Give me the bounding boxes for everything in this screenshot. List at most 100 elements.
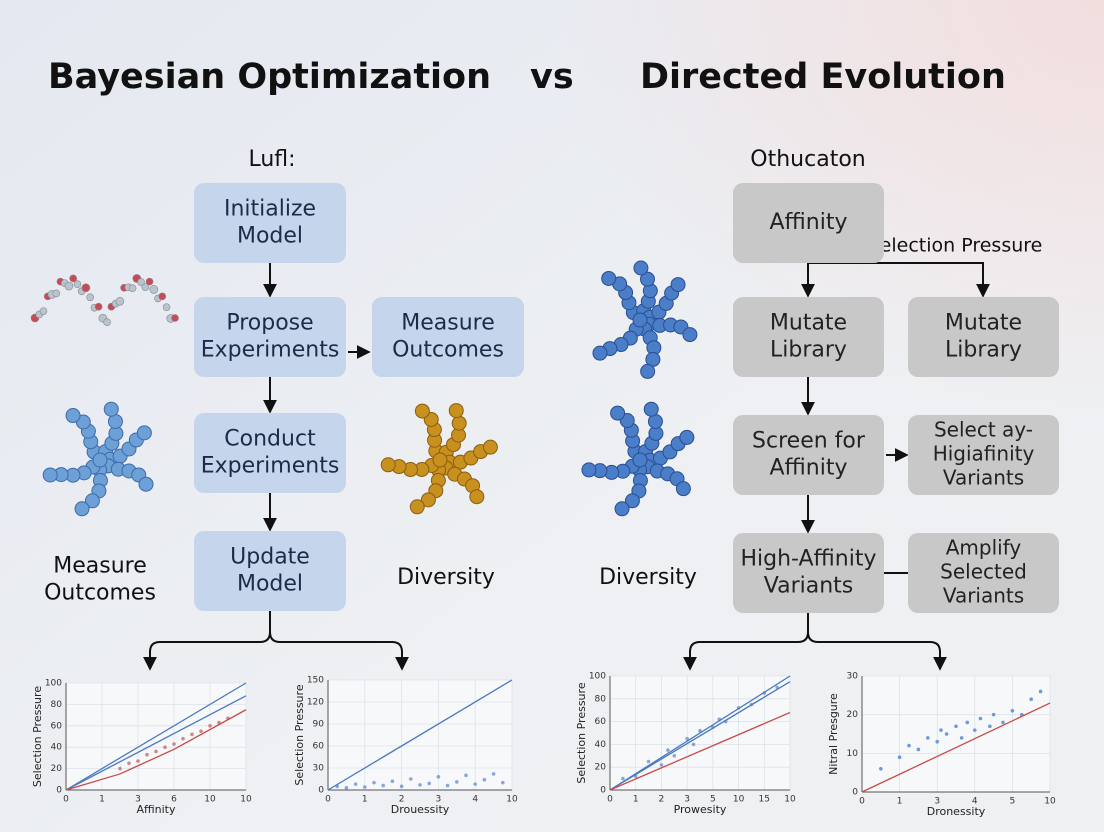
node-label: Variants: [943, 466, 1024, 490]
x-tick-label: 10: [784, 795, 796, 805]
y-tick-label: 0: [852, 788, 858, 798]
scatter-point: [935, 739, 939, 744]
node-label: Affinity: [769, 210, 847, 235]
node: [372, 297, 524, 377]
node-label: Initialize: [224, 197, 316, 222]
y-tick-label: 40: [595, 740, 607, 750]
atom: [414, 403, 430, 419]
scatter-point: [390, 779, 395, 783]
scatter-point: [501, 780, 505, 785]
scatter-point: [482, 777, 487, 782]
scatter-point: [409, 777, 413, 781]
node: [908, 297, 1059, 377]
scatter-point: [436, 775, 441, 779]
scatter-point: [473, 782, 478, 786]
scatter-point: [939, 728, 943, 732]
atom: [65, 408, 81, 424]
atom: [94, 302, 103, 311]
atom: [592, 345, 608, 361]
atom: [675, 481, 691, 497]
x-axis-label: Drouessity: [391, 803, 450, 816]
scatter-point: [978, 716, 983, 721]
arrow: [807, 631, 947, 671]
scatter-point: [691, 742, 696, 747]
atom: [42, 467, 58, 483]
atom: [610, 405, 626, 421]
y-axis-label: Nitral Presgure: [827, 693, 840, 775]
molecules: [30, 260, 698, 517]
y-tick-label: 60: [51, 721, 63, 731]
scatter-point: [965, 720, 970, 725]
x-tick-label: 10: [1044, 797, 1056, 807]
trend-line: [65, 682, 247, 791]
atom: [149, 285, 159, 294]
node-label: Experiments: [201, 338, 340, 363]
scatter-point: [879, 767, 883, 771]
molecule-label: Outcomes: [44, 581, 156, 606]
scatter-point: [959, 736, 964, 740]
atom: [448, 403, 464, 419]
node-label: Variants: [764, 574, 854, 599]
x-tick-label: 15: [759, 795, 770, 805]
atom: [162, 303, 171, 311]
scatter-point: [363, 785, 367, 789]
scatter-point: [907, 743, 911, 748]
trend-line: [65, 695, 247, 791]
atom: [145, 277, 154, 286]
y-axis-label: Selection Pressure: [31, 686, 44, 787]
scatter-point: [427, 781, 432, 786]
node-label: Higiafinity: [933, 442, 1035, 466]
node: [733, 415, 884, 495]
atom: [581, 462, 597, 478]
trend-line: [609, 711, 791, 791]
node: [733, 297, 884, 377]
x-tick-label: 0: [607, 795, 613, 805]
node-label: Model: [237, 572, 303, 597]
molecule: [42, 401, 154, 517]
x-tick-label: 3: [684, 795, 690, 805]
x-tick-label: 1: [362, 795, 368, 805]
scatter-point: [1010, 709, 1015, 713]
scatter-point: [1029, 697, 1033, 701]
scatter-point: [118, 766, 122, 771]
y-tick-label: 60: [313, 742, 325, 752]
molecule: [380, 403, 498, 515]
node-label: Outcomes: [392, 338, 504, 363]
trend-line: [609, 681, 791, 791]
scatter-point: [991, 712, 996, 717]
atom: [639, 271, 655, 287]
molecule: [30, 274, 179, 326]
y-tick-label: 20: [595, 763, 607, 773]
y-tick-label: 150: [307, 676, 324, 686]
atom: [643, 401, 659, 417]
trend-line: [861, 702, 1051, 793]
y-tick-label: 90: [313, 720, 325, 730]
scatter-point: [685, 736, 689, 741]
molecule: [592, 260, 698, 379]
arrow: [269, 631, 409, 671]
atom: [128, 284, 137, 292]
x-tick-label: 0: [325, 795, 331, 805]
edge-label: Selection Pressure: [868, 235, 1043, 257]
atom: [420, 492, 436, 508]
atom: [380, 457, 396, 473]
arrow: [143, 611, 271, 671]
x-tick-label: 2: [399, 795, 405, 805]
trend-line: [65, 709, 247, 791]
scatter-point: [208, 724, 212, 728]
scatter-point: [163, 745, 167, 749]
y-tick-label: 60: [595, 717, 607, 727]
molecule: [581, 401, 695, 517]
atom: [92, 452, 108, 468]
scatter-point: [344, 786, 349, 790]
atom: [614, 501, 630, 517]
trend-line: [609, 675, 791, 791]
x-tick-label: 5: [710, 795, 716, 805]
x-tick-label: 3: [135, 795, 141, 805]
title-vs: vs: [530, 57, 574, 97]
node: [194, 183, 346, 263]
scatter-point: [381, 783, 386, 788]
scatter-point: [973, 728, 977, 732]
x-tick-label: 3: [436, 795, 442, 805]
atom: [409, 499, 425, 515]
